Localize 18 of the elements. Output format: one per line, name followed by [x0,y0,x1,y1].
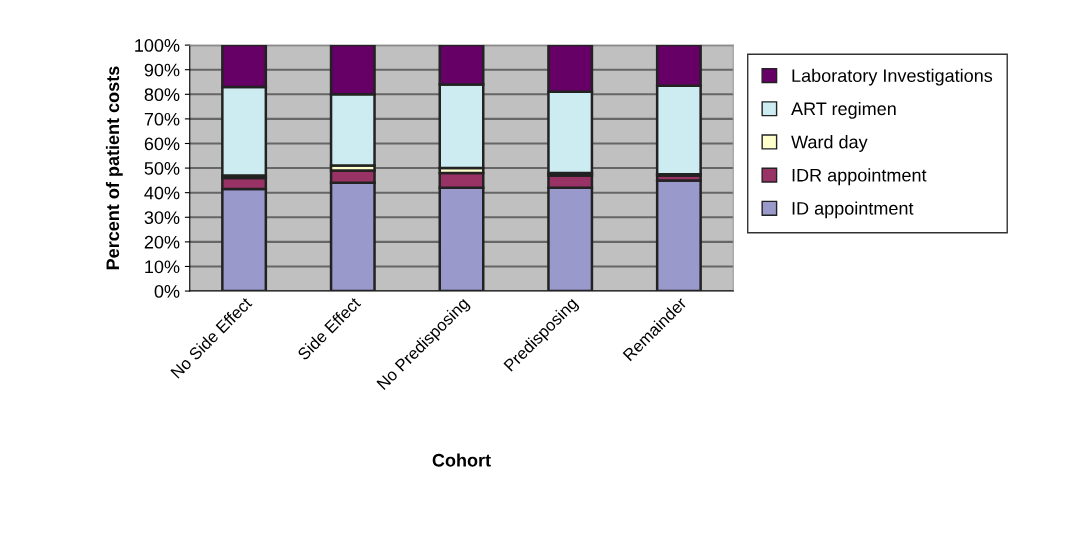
y-tick-label: 60% [144,137,180,151]
legend-label: IDR appointment [792,168,927,186]
y-tick-label: 80% [144,88,180,102]
legend-label: Ward day [791,135,868,152]
y-tick-label: 100% [135,39,180,52]
legend-label: ART regimen [791,101,896,119]
y-tick-label: 0% [154,284,180,298]
x-axis-title: Cohort [432,453,491,467]
y-tick-label: 20% [144,235,180,249]
legend-label: ID appointment [792,201,914,219]
y-tick-label: 70% [144,112,180,126]
y-tick-label: 50% [144,162,180,175]
y-tick-label: 40% [144,186,180,200]
y-tick-label: 30% [144,211,180,224]
y-tick-label: 10% [145,260,180,274]
y-tick-label: 90% [144,63,180,77]
y-axis-title: Percent of patient costs [105,66,123,270]
legend-label: Laboratory Investigations [792,68,993,86]
